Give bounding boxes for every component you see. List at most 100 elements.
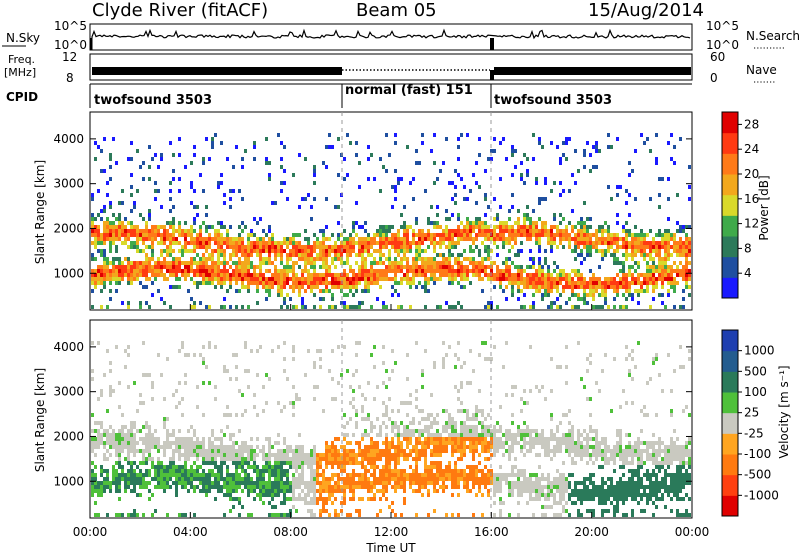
heatmap-cell [352,305,355,309]
heatmap-cell [466,489,469,493]
heatmap-cell [487,489,490,493]
heatmap-cell [373,481,376,485]
heatmap-cell [316,489,319,493]
heatmap-cell [154,233,157,237]
heatmap-cell [685,225,688,229]
heatmap-cell [166,261,169,265]
heatmap-cell [487,481,490,485]
heatmap-cell [475,261,478,265]
heatmap-cell [601,229,604,233]
heatmap-cell [316,349,319,353]
heatmap-cell [499,205,502,209]
heatmap-cell [283,513,286,517]
heatmap-cell [223,477,226,481]
heatmap-cell [628,289,631,293]
heatmap-cell [118,277,121,281]
heatmap-cell [121,469,124,473]
heatmap-cell [235,413,238,417]
heatmap-cell [661,241,664,245]
heatmap-cell [307,509,310,513]
heatmap-cell [472,229,475,233]
heatmap-cell [607,229,610,233]
heatmap-cell [676,245,679,249]
heatmap-cell [142,177,145,181]
heatmap-cell [91,213,94,217]
heatmap-cell [430,421,433,425]
heatmap-cell [523,401,526,405]
heatmap-cell [493,449,496,453]
heatmap-cell [151,461,154,465]
heatmap-cell [319,481,322,485]
heatmap-cell [562,233,565,237]
heatmap-cell [628,193,631,197]
heatmap-cell [508,457,511,461]
heatmap-cell [355,341,358,345]
heatmap-cell [205,305,208,309]
heatmap-cell [301,301,304,305]
heatmap-cell [664,229,667,233]
heatmap-cell [397,293,400,297]
heatmap-cell [433,489,436,493]
heatmap-cell [409,281,412,285]
heatmap-cell [103,241,106,245]
heatmap-cell [106,233,109,237]
heatmap-cell [493,445,496,449]
heatmap-cell [307,493,310,497]
heatmap-cell [409,485,412,489]
heatmap-cell [382,441,385,445]
heatmap-cell [364,417,367,421]
heatmap-cell [121,241,124,245]
heatmap-cell [328,513,331,517]
heatmap-cell [394,133,397,137]
heatmap-cell [265,289,268,293]
heatmap-cell [421,433,424,437]
heatmap-cell [502,225,505,229]
heatmap-cell [178,349,181,353]
heatmap-cell [145,221,148,225]
heatmap-cell [517,425,520,429]
heatmap-cell [670,265,673,269]
heatmap-cell [280,269,283,273]
heatmap-cell [241,461,244,465]
heatmap-cell [397,281,400,285]
heatmap-cell [157,457,160,461]
heatmap-cell [274,241,277,245]
heatmap-cell [373,345,376,349]
heatmap-cell [145,253,148,257]
heatmap-cell [115,237,118,241]
heatmap-cell [529,285,532,289]
heatmap-cell [187,273,190,277]
heatmap-cell [538,241,541,245]
heatmap-cell [454,277,457,281]
heatmap-cell [643,253,646,257]
heatmap-cell [250,465,253,469]
heatmap-cell [235,485,238,489]
heatmap-cell [349,453,352,457]
heatmap-cell [658,177,661,181]
heatmap-cell [511,385,514,389]
heatmap-cell [142,161,145,165]
heatmap-cell [106,433,109,437]
heatmap-cell [328,249,331,253]
heatmap-cell [487,253,490,257]
heatmap-cell [604,277,607,281]
heatmap-cell [229,285,232,289]
heatmap-cell [496,225,499,229]
heatmap-cell [283,441,286,445]
heatmap-cell [652,261,655,265]
heatmap-cell [238,273,241,277]
heatmap-cell [310,469,313,473]
heatmap-cell [280,181,283,185]
heatmap-cell [283,249,286,253]
heatmap-cell [340,477,343,481]
heatmap-cell [274,441,277,445]
heatmap-cell [379,477,382,481]
heatmap-cell [631,233,634,237]
heatmap-cell [316,273,319,277]
heatmap-cell [652,273,655,277]
heatmap-cell [466,481,469,485]
heatmap-cell [184,261,187,265]
heatmap-cell [520,397,523,401]
heatmap-cell [178,453,181,457]
heatmap-cell [634,281,637,285]
